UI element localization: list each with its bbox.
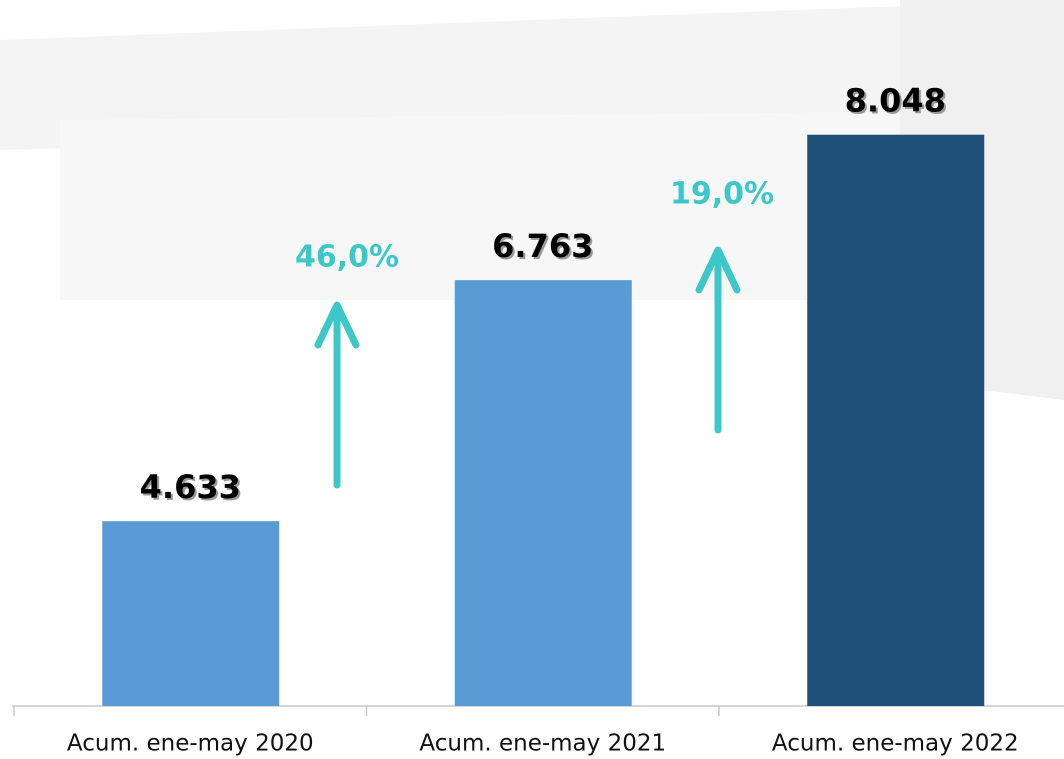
- x-tick-label: Acum. ene-may 2022: [772, 731, 1019, 757]
- background-shape: [0, 0, 1064, 150]
- value-label-shadow: 8.048: [847, 84, 948, 122]
- growth-arrow: [314, 301, 360, 489]
- value-label-shadow: 4.633: [142, 470, 243, 508]
- value-label: 6.763: [492, 227, 593, 265]
- annotation: 46,0%: [295, 240, 399, 275]
- bar: [102, 521, 280, 706]
- value-label: 4.633: [140, 468, 241, 506]
- growth-arrow: [695, 246, 741, 434]
- value-label: 8.048: [845, 82, 946, 120]
- bar: [454, 280, 632, 706]
- value-label-shadow: 6.763: [494, 229, 595, 267]
- x-tick-label: Acum. ene-may 2020: [67, 731, 314, 757]
- annotation: 19,0%: [670, 177, 774, 212]
- bar: [807, 134, 985, 706]
- x-tick-label: Acum. ene-may 2021: [419, 731, 666, 757]
